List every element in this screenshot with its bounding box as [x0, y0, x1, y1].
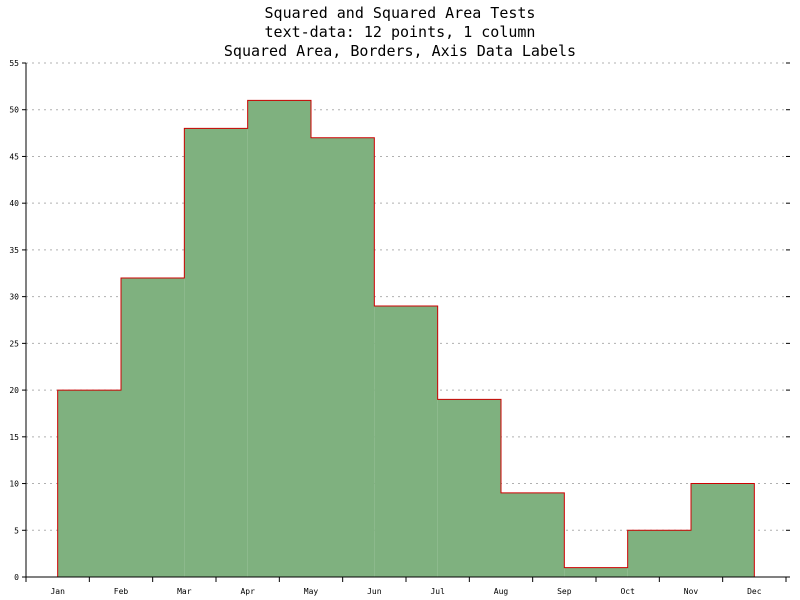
area-step	[57, 390, 121, 577]
area-step	[184, 128, 248, 577]
y-tick-label: 0	[14, 573, 19, 582]
chart-titles: Squared and Squared Area Tests text-data…	[0, 4, 800, 61]
y-tick-label: 50	[9, 106, 19, 115]
y-tick-label: 20	[9, 386, 19, 395]
y-tick-label: 55	[9, 59, 19, 68]
y-tick-label: 30	[9, 293, 19, 302]
x-tick-label: Jun	[367, 587, 382, 596]
area-step	[501, 492, 565, 577]
y-tick-label: 15	[9, 433, 19, 442]
x-tick-label: Jul	[430, 587, 445, 596]
area-step	[627, 530, 691, 577]
area-step	[311, 137, 375, 577]
y-tick-label: 5	[14, 526, 19, 535]
area-step	[247, 100, 311, 577]
y-tick-label: 45	[9, 152, 19, 161]
area-border	[57, 99, 755, 577]
area-step	[121, 277, 185, 577]
y-tick-label: 40	[9, 199, 19, 208]
x-tick-label: May	[304, 587, 319, 596]
y-tick-label: 35	[9, 246, 19, 255]
x-tick-label: Apr	[240, 587, 255, 596]
x-tick-label: Oct	[620, 587, 635, 596]
x-tick-label: Jan	[50, 587, 65, 596]
x-tick-label: Mar	[177, 587, 192, 596]
x-tick-label: Dec	[747, 587, 762, 596]
y-tick-label: 10	[9, 480, 19, 489]
area-step	[437, 399, 501, 577]
area-step	[564, 567, 628, 577]
chart-subtitle-2: Squared Area, Borders, Axis Data Labels	[223, 42, 577, 60]
x-tick-label: Aug	[494, 587, 509, 596]
x-tick-label: Nov	[684, 587, 699, 596]
y-tick-label: 25	[9, 339, 19, 348]
chart-title: Squared and Squared Area Tests	[264, 4, 536, 22]
area-step	[691, 483, 755, 577]
x-tick-label: Feb	[114, 587, 129, 596]
x-tick-label: Sep	[557, 587, 572, 596]
chart-subtitle: text-data: 12 points, 1 column	[264, 23, 536, 41]
area-step	[374, 305, 438, 577]
